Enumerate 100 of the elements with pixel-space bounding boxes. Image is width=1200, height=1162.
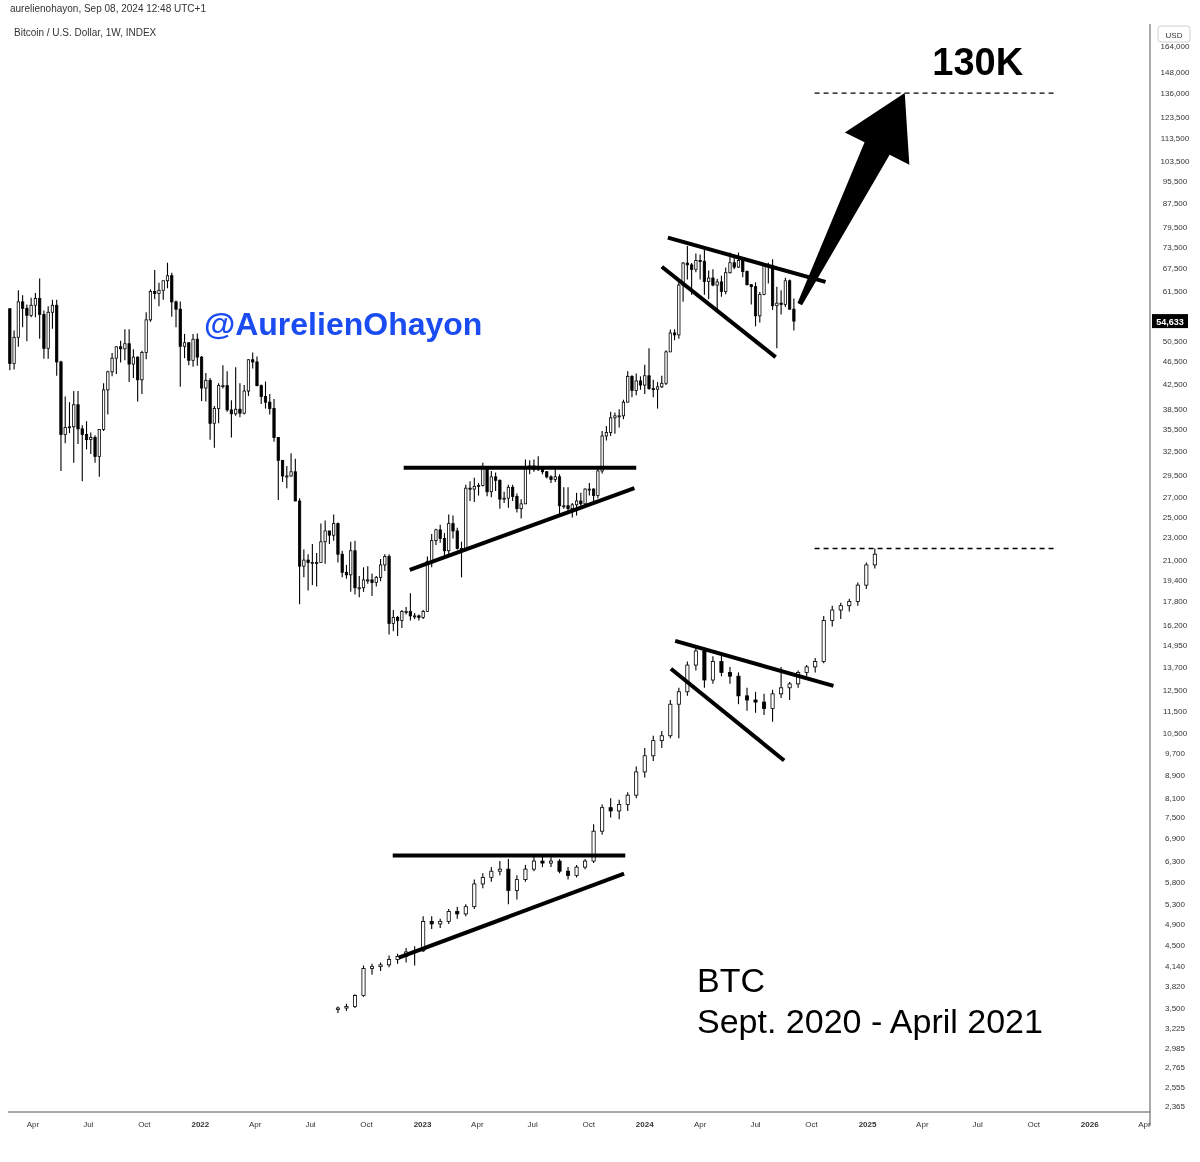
candlestick (600, 803, 605, 836)
y-tick-label: 2,365 (1164, 1102, 1186, 1112)
candlestick (89, 431, 93, 455)
y-tick-label: 29,500 (1162, 471, 1188, 481)
candlestick (770, 689, 775, 723)
y-tick-label: 19,400 (1162, 575, 1188, 585)
x-tick-label: 2026 (1080, 1120, 1100, 1129)
y-tick-label: 4,140 (1164, 962, 1186, 972)
candlestick (497, 860, 502, 876)
annotation: Sept. 2020 - April 2021 (697, 1002, 1043, 1040)
y-tick-label: 6,300 (1164, 857, 1186, 867)
x-tick-label: Apr (26, 1120, 40, 1129)
candlestick (762, 693, 767, 716)
y-tick-label: 3,820 (1164, 982, 1186, 992)
x-tick-label: Jul (750, 1120, 761, 1129)
candlestick (719, 653, 724, 677)
candlestick (634, 765, 639, 799)
y-tick-label: 38,500 (1162, 404, 1188, 414)
x-tick-label: Oct (138, 1120, 152, 1129)
x-tick-label: Oct (805, 1120, 819, 1129)
y-tick-label: 32,500 (1162, 446, 1188, 456)
y-tick-label: 136,000 (1160, 89, 1191, 99)
y-tick-label: 11,500 (1163, 706, 1188, 716)
candlestick (719, 275, 724, 298)
y-tick-label: 7,500 (1164, 813, 1186, 823)
y-tick-label: 10,500 (1162, 729, 1188, 739)
candlestick (676, 687, 681, 739)
y-tick-label: 8,900 (1164, 770, 1186, 780)
candlestick (745, 687, 750, 712)
y-tick-label: 3,500 (1164, 1004, 1186, 1014)
candlestick (574, 492, 579, 517)
x-tick-label: 2024 (635, 1120, 655, 1129)
candlestick (119, 340, 123, 364)
x-tick-label: 2022 (191, 1120, 210, 1129)
y-tick-label: 73,500 (1162, 242, 1188, 252)
y-tick-label: 2,555 (1164, 1082, 1186, 1092)
candlestick (651, 735, 656, 762)
candlestick (864, 561, 869, 590)
y-tick-label: 25,000 (1162, 512, 1188, 522)
y-tick-label: 123,500 (1160, 113, 1191, 123)
candlestick (617, 799, 622, 820)
candlestick (396, 615, 400, 637)
x-tick-label: Jul (972, 1120, 984, 1129)
candlestick (72, 390, 76, 464)
y-tick-label: 46,500 (1162, 357, 1188, 367)
candlestick (400, 609, 404, 629)
y-tick-label: 67,500 (1162, 264, 1188, 274)
candlestick (67, 401, 72, 434)
candlestick (33, 292, 37, 318)
candlestick (855, 581, 860, 607)
candlestick (234, 366, 238, 417)
y-tick-label: 3,225 (1164, 1024, 1186, 1034)
candlestick (187, 341, 191, 366)
annotation: BTC (697, 961, 765, 999)
x-tick-label: Oct (360, 1120, 374, 1129)
candlestick (634, 372, 638, 396)
candlestick (84, 420, 89, 450)
candlestick (736, 671, 741, 705)
candlestick (514, 874, 519, 901)
y-tick-label: 16,200 (1162, 620, 1188, 630)
candlestick (25, 303, 29, 342)
y-tick-label: 2,765 (1164, 1062, 1186, 1072)
candlestick (498, 478, 502, 510)
y-tick-label: 23,000 (1162, 533, 1188, 543)
candlestick (642, 747, 647, 779)
y-tick-label: 103,500 (1160, 157, 1191, 167)
candlestick (306, 553, 310, 591)
y-tick-label: 2,985 (1164, 1043, 1186, 1053)
candlestick (727, 666, 732, 685)
candlestick (387, 954, 392, 968)
candlestick (191, 333, 195, 368)
candlestick (472, 477, 476, 503)
candlestick (647, 347, 651, 391)
text: aurelienohayon, Sep 08, 2024 12:48 UTC+1 (10, 3, 207, 14)
y-tick-label: 61,500 (1162, 287, 1188, 297)
candlestick (787, 681, 792, 701)
y-tick-label: 5,800 (1164, 877, 1186, 887)
candlestick (830, 605, 835, 628)
candlestick (370, 963, 375, 976)
y-axis-title: USD (1165, 31, 1183, 40)
candlestick (613, 411, 617, 435)
y-tick-label: 27,000 (1162, 493, 1188, 503)
y-tick-label: 79,500 (1162, 223, 1188, 233)
candlestick (724, 266, 728, 295)
y-tick-label: 8,100 (1164, 794, 1186, 804)
x-tick-label: Oct (1027, 1120, 1041, 1129)
y-tick-label: 14,950 (1162, 641, 1188, 651)
x-tick-label: Jul (527, 1120, 539, 1129)
candlestick (698, 253, 702, 281)
candlestick (506, 484, 510, 509)
candlestick (310, 543, 314, 586)
candlestick (710, 655, 715, 685)
y-tick-label: 164,000 (1160, 42, 1191, 52)
candlestick (643, 364, 647, 395)
candlestick (123, 328, 127, 361)
candlestick (319, 523, 323, 564)
candlestick (238, 382, 242, 418)
y-tick-label: 35,500 (1162, 424, 1188, 434)
x-tick-label: Apr (916, 1120, 929, 1129)
y-tick-label: 21,000 (1162, 556, 1188, 566)
